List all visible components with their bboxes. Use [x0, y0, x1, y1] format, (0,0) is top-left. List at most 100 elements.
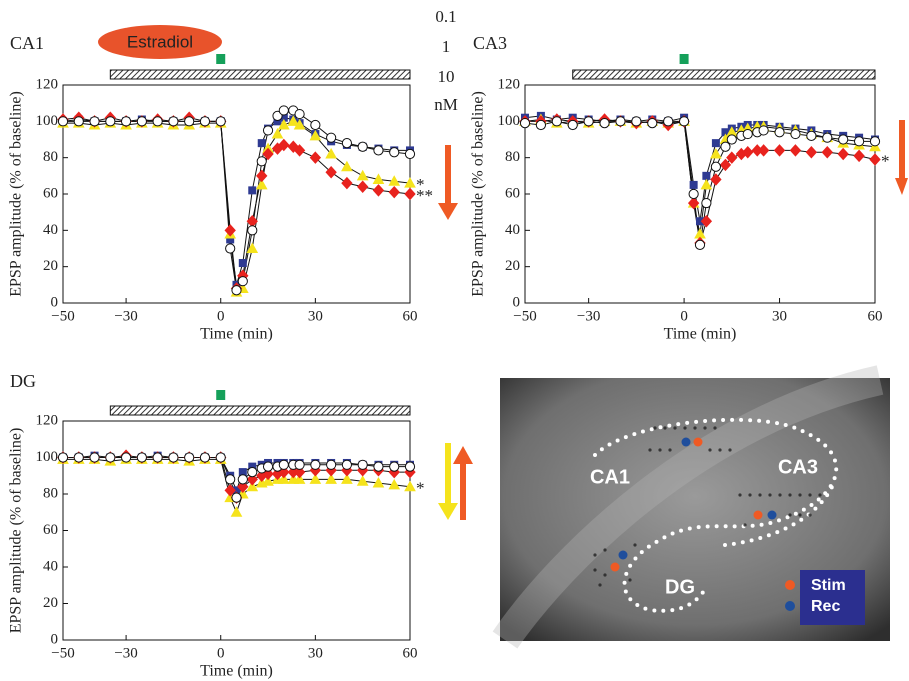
- y-tick-label: 20: [43, 595, 58, 611]
- x-tick-label: −30: [577, 308, 600, 324]
- x-tick-label: 60: [403, 645, 418, 661]
- drug-period: [572, 69, 876, 80]
- marker-circle: [758, 125, 769, 136]
- marker-diamond: [309, 151, 322, 164]
- image-legend-entry: Rec: [811, 598, 840, 615]
- marker-diamond: [821, 145, 833, 159]
- significance: *: [881, 151, 890, 170]
- y-axis-label: EPSP amplitude (% of baseline): [470, 91, 487, 297]
- marker-diamond: [726, 151, 738, 164]
- marker-circle: [136, 452, 147, 463]
- series-line: [62, 117, 410, 285]
- marker-triangle: [700, 178, 713, 190]
- marker-circle: [120, 452, 132, 463]
- marker-square: [238, 259, 247, 268]
- marker-circle: [551, 116, 562, 127]
- legend-entry: 10: [438, 67, 455, 86]
- marker-circle: [373, 461, 384, 472]
- series-line: [524, 120, 875, 245]
- x-axis-label: Time (min): [200, 326, 273, 343]
- marker-circle: [678, 116, 690, 127]
- marker-circle: [73, 116, 84, 127]
- marker-circle: [237, 276, 248, 287]
- marker-diamond: [293, 144, 306, 157]
- region-label: CA1: [590, 466, 630, 488]
- marker-triangle: [287, 115, 300, 126]
- marker-circle: [120, 116, 132, 127]
- legend-entry: 1: [442, 37, 451, 56]
- x-tick-label: 0: [217, 645, 225, 661]
- marker-circle: [389, 147, 400, 158]
- marker-circle: [774, 127, 785, 138]
- marker-circle: [519, 118, 531, 129]
- marker-triangle: [246, 480, 259, 492]
- marker-diamond: [256, 169, 268, 183]
- marker-circle: [215, 452, 226, 463]
- series-line: [63, 455, 410, 499]
- marker-circle: [599, 118, 610, 129]
- legend-unit: nM: [434, 95, 458, 114]
- series-line: [63, 458, 411, 514]
- x-tick-label: −50: [51, 308, 74, 324]
- marker-circle: [720, 141, 731, 152]
- marker-triangle: [271, 128, 284, 139]
- marker-diamond: [357, 180, 369, 193]
- marker-circle: [199, 116, 211, 127]
- stimulus-marker: [679, 54, 689, 64]
- y-axis-label: EPSP amplitude (% of baseline): [8, 91, 25, 297]
- marker-circle: [822, 132, 833, 143]
- marker-circle: [199, 452, 211, 463]
- marker-triangle: [230, 506, 243, 517]
- marker-circle: [726, 134, 737, 145]
- marker-diamond: [789, 144, 802, 157]
- y-tick-label: 60: [505, 185, 520, 201]
- marker-circle: [168, 116, 179, 127]
- marker-triangle: [404, 177, 416, 188]
- treatment-badge: [98, 25, 222, 59]
- marker-triangle: [325, 148, 337, 159]
- slice-image: [492, 365, 890, 649]
- marker-triangle: [277, 118, 290, 130]
- marker-triangle: [262, 475, 274, 486]
- marker-circle: [742, 128, 753, 140]
- marker-circle: [631, 116, 642, 127]
- marker-circle: [89, 116, 100, 127]
- arrows: [438, 120, 908, 520]
- marker-square: [711, 139, 720, 148]
- marker-circle: [294, 108, 305, 120]
- x-tick-label: 0: [680, 308, 688, 324]
- marker-circle: [225, 474, 236, 485]
- marker-circle: [535, 119, 547, 131]
- marker-circle: [89, 452, 100, 463]
- marker-diamond: [805, 145, 818, 159]
- y-axis-label: EPSP amplitude (% of baseline): [8, 428, 25, 634]
- x-tick-label: 60: [403, 308, 418, 324]
- marker-circle: [701, 197, 712, 209]
- marker-circle: [663, 116, 674, 127]
- marker-diamond: [372, 184, 385, 197]
- marker-circle: [225, 243, 236, 254]
- significance: **: [416, 186, 433, 205]
- drug-period: [109, 405, 411, 416]
- marker-circle: [247, 467, 258, 478]
- marker-triangle: [388, 175, 401, 186]
- image-legend-entry: Stim: [811, 577, 846, 594]
- y-tick-label: 0: [51, 631, 59, 647]
- y-tick-label: 20: [43, 258, 58, 274]
- marker-square: [248, 186, 257, 195]
- marker-diamond: [869, 153, 881, 166]
- marker-circle: [278, 459, 289, 470]
- marker-diamond: [278, 138, 290, 152]
- y-tick-label: 40: [43, 558, 58, 574]
- legend-entry: 0.1: [435, 7, 456, 26]
- marker-circle: [838, 134, 849, 145]
- marker-diamond: [719, 158, 732, 172]
- series-line: [63, 457, 410, 500]
- marker-circle: [262, 461, 274, 472]
- marker-triangle: [372, 477, 385, 488]
- x-tick-label: 0: [217, 308, 225, 324]
- marker-circle: [869, 136, 881, 147]
- marker-diamond: [325, 165, 337, 179]
- marker-circle: [404, 461, 416, 472]
- marker-diamond: [742, 145, 754, 159]
